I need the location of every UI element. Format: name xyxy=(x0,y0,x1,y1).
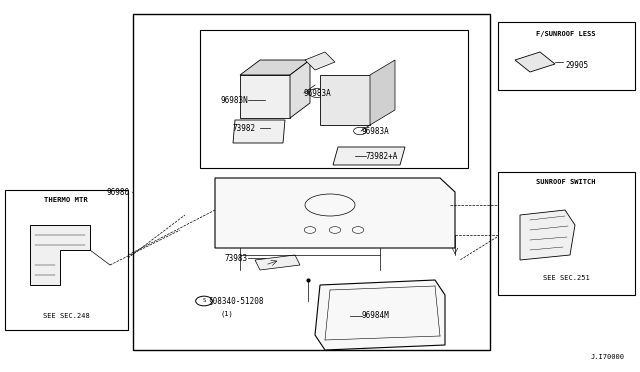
Text: SEE SEC.248: SEE SEC.248 xyxy=(43,313,90,319)
Polygon shape xyxy=(333,147,405,165)
Text: 96980: 96980 xyxy=(107,187,130,196)
Text: SEE SEC.251: SEE SEC.251 xyxy=(543,275,589,281)
Text: S: S xyxy=(202,298,205,304)
Polygon shape xyxy=(315,280,445,350)
Polygon shape xyxy=(305,52,335,70)
Text: 29905: 29905 xyxy=(565,61,588,70)
Polygon shape xyxy=(240,60,310,75)
Text: §08340-51208: §08340-51208 xyxy=(208,296,264,305)
Polygon shape xyxy=(290,60,310,118)
Text: SUNROOF SWITCH: SUNROOF SWITCH xyxy=(536,179,596,185)
Text: 73982+A: 73982+A xyxy=(366,151,398,160)
Polygon shape xyxy=(520,210,575,260)
Polygon shape xyxy=(255,255,300,270)
Polygon shape xyxy=(515,52,555,72)
Text: (1): (1) xyxy=(220,311,233,317)
Polygon shape xyxy=(320,75,370,125)
Polygon shape xyxy=(215,178,455,248)
Text: 73983: 73983 xyxy=(225,253,248,263)
Text: 96983A: 96983A xyxy=(304,89,332,97)
Bar xyxy=(498,172,635,295)
Bar xyxy=(5,190,128,330)
Text: THERMO MTR: THERMO MTR xyxy=(44,197,88,203)
Bar xyxy=(498,22,635,90)
Text: 96983N: 96983N xyxy=(220,96,248,105)
Text: 96983A: 96983A xyxy=(361,126,388,135)
Bar xyxy=(200,30,468,168)
Text: F/SUNROOF LESS: F/SUNROOF LESS xyxy=(536,31,596,37)
Polygon shape xyxy=(370,60,395,125)
Polygon shape xyxy=(30,225,90,285)
Text: 96984M: 96984M xyxy=(362,311,390,321)
Text: 73982: 73982 xyxy=(233,124,256,132)
Text: J.I70000: J.I70000 xyxy=(591,354,625,360)
Polygon shape xyxy=(240,75,290,118)
Polygon shape xyxy=(233,120,285,143)
Bar xyxy=(133,14,490,350)
